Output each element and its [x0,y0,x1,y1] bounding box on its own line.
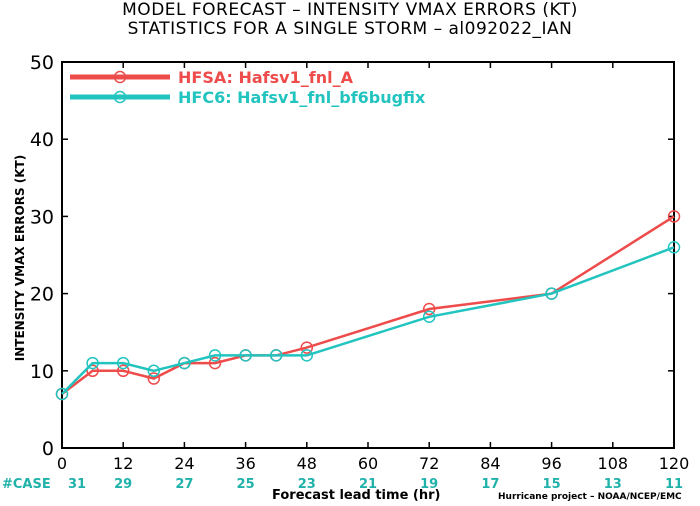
legend-label: HFC6: Hafsv1_fnl_bf6bugfix [178,88,426,107]
y-tick-label: 40 [30,129,54,151]
data-point [667,210,681,223]
x-tick-label: 36 [235,454,255,473]
case-count: 29 [114,477,132,492]
case-count: 31 [68,477,86,492]
x-tick-label: 120 [659,454,690,473]
plot-frame [61,61,675,449]
x-axis-label: Forecast lead time (hr) [272,488,441,503]
case-count: 13 [604,477,622,492]
data-point [422,310,436,324]
data-point [422,302,436,316]
legend-label: HFSA: Hafsv1_fnl_A [178,68,354,87]
case-count: 17 [481,477,499,492]
legend-marker [113,70,127,84]
y-tick-label: 50 [30,52,54,74]
case-count: 25 [237,477,255,492]
data-point [55,387,69,401]
data-point [239,349,252,362]
data-point [300,349,314,362]
data-point [178,356,191,370]
y-tick-label: 10 [30,361,54,383]
x-tick-label: 12 [113,454,133,473]
data-point [667,241,681,254]
credit-text: Hurricane project – NOAA/NCEP/EMC [498,492,682,502]
x-tick-label: 0 [57,454,67,473]
series-line-hfc6 [61,246,675,395]
data-point [208,349,222,362]
case-count: 19 [420,477,438,492]
data-point [147,364,161,378]
data-point [86,364,99,378]
case-count: 27 [175,477,193,492]
x-tick-label: 24 [174,454,194,473]
data-point [116,356,130,370]
data-point [86,356,99,370]
data-point [208,356,222,370]
data-point [545,287,558,300]
chart-subtitle: STATISTICS FOR A SINGLE STORM – al092022… [127,19,573,39]
case-count: 11 [665,477,683,492]
y-axis-label: INTENSITY VMAX ERRORS (KT) [13,154,27,362]
y-tick-label: 20 [30,284,54,306]
data-point [300,341,314,354]
case-count: 15 [543,477,561,492]
x-tick-label: 48 [297,454,317,473]
data-point [147,372,161,385]
data-point [269,349,283,362]
x-tick-label: 108 [598,454,629,473]
x-tick-label: 84 [480,454,500,473]
chart-title: MODEL FORECAST – INTENSITY VMAX ERRORS (… [122,0,578,20]
legend-marker [113,90,127,104]
y-tick-label: 0 [42,438,54,460]
x-tick-label: 60 [358,454,378,473]
case-count: 21 [359,477,377,492]
y-tick-label: 30 [30,206,54,228]
x-tick-label: 96 [541,454,561,473]
series-line-hfsa [61,215,675,395]
case-label: #CASE [2,477,51,492]
data-point [116,364,130,378]
case-count: 23 [298,477,316,492]
x-tick-label: 72 [419,454,439,473]
